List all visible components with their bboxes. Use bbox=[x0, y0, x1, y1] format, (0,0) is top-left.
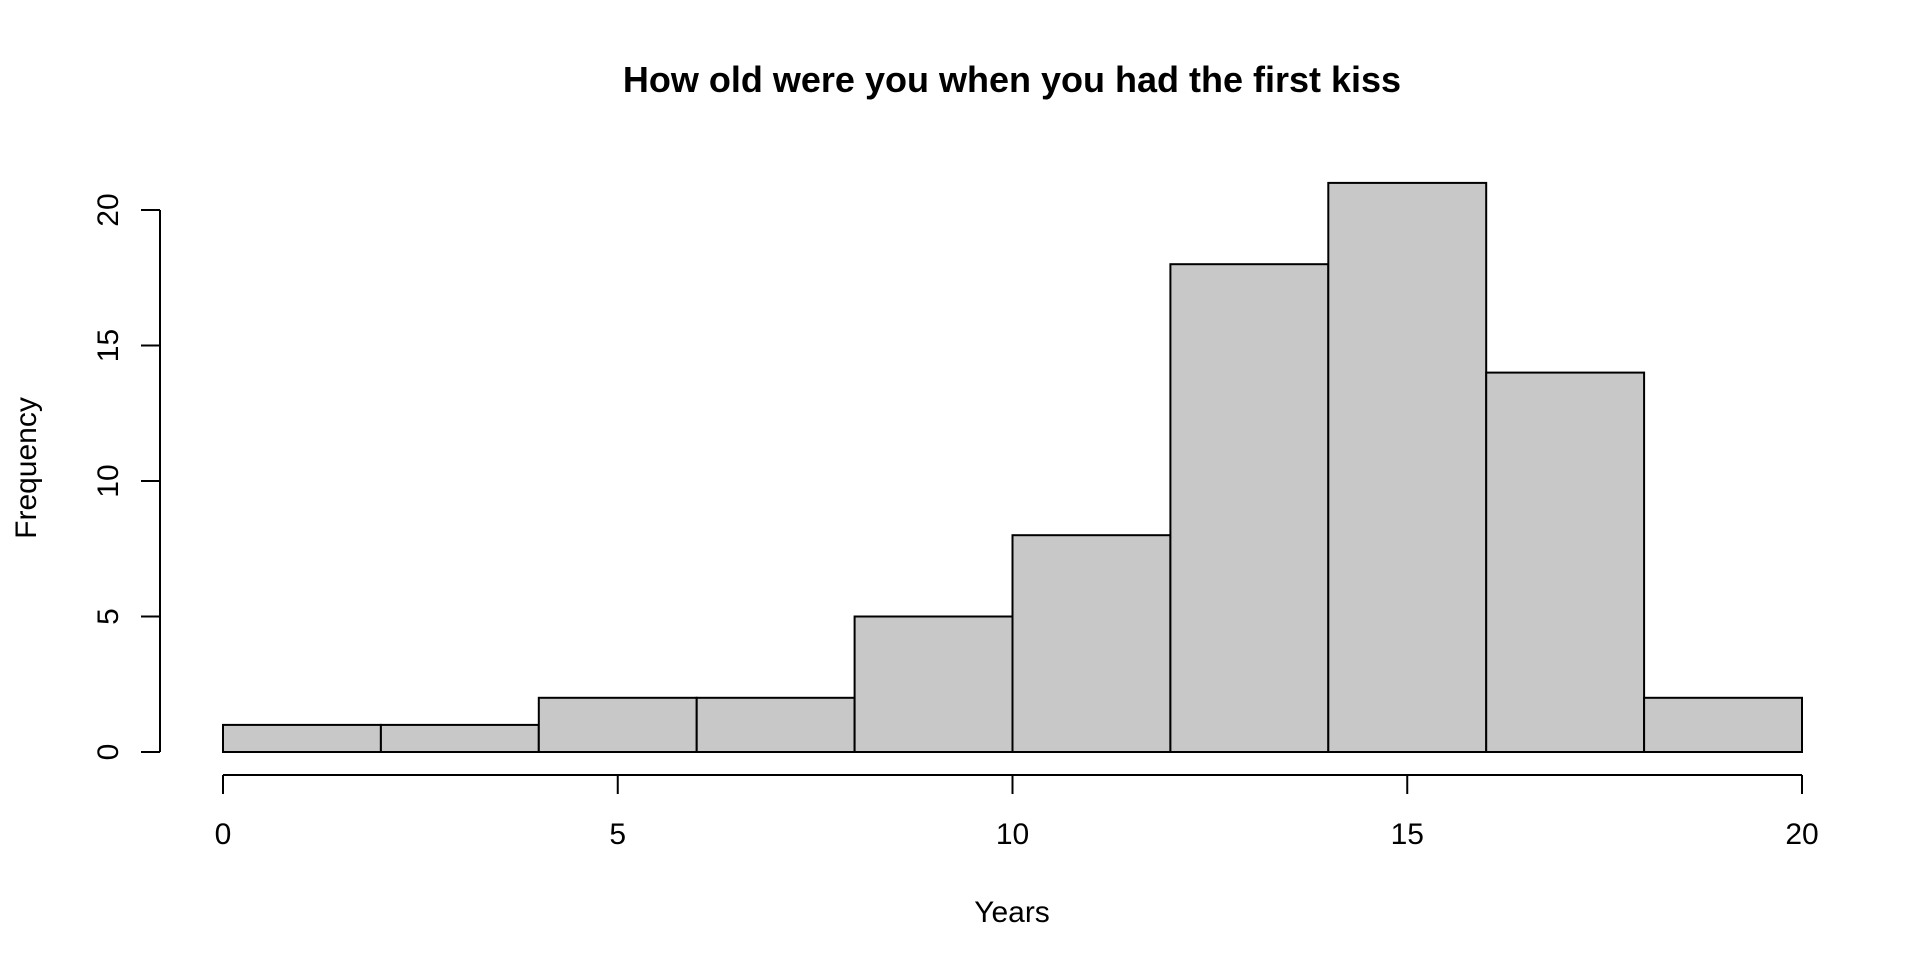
histogram-bar bbox=[1485, 371, 1646, 753]
histogram-bar bbox=[1327, 181, 1488, 753]
y-axis: 0 5 10 15 20 bbox=[92, 193, 161, 761]
chart-title: How old were you when you had the first … bbox=[623, 59, 1401, 100]
x-axis-label: Years bbox=[974, 896, 1050, 929]
histogram-bar bbox=[695, 696, 856, 753]
histogram-bar bbox=[537, 696, 698, 753]
histogram-bar bbox=[379, 723, 540, 754]
x-tick-label: 10 bbox=[996, 818, 1029, 851]
histogram-bar bbox=[222, 723, 382, 754]
x-tick-label: 15 bbox=[1391, 818, 1424, 851]
y-tick-label: 15 bbox=[92, 329, 125, 362]
y-tick-label: 10 bbox=[92, 464, 125, 497]
x-tick-label: 0 bbox=[215, 818, 232, 851]
y-tick-label: 20 bbox=[92, 193, 125, 226]
x-tick-label: 5 bbox=[609, 818, 626, 851]
y-tick-label: 5 bbox=[92, 608, 125, 625]
histogram-bar bbox=[853, 615, 1014, 753]
y-tick-label: 0 bbox=[92, 744, 125, 761]
bars-group bbox=[222, 181, 1803, 754]
histogram-bar bbox=[1169, 263, 1330, 753]
x-tick-label: 20 bbox=[1785, 818, 1818, 851]
x-axis: 0 5 10 15 20 bbox=[215, 774, 1819, 851]
histogram-bar bbox=[1011, 534, 1172, 754]
histogram-bar bbox=[1643, 696, 1803, 753]
y-axis-label: Frequency bbox=[10, 397, 43, 539]
